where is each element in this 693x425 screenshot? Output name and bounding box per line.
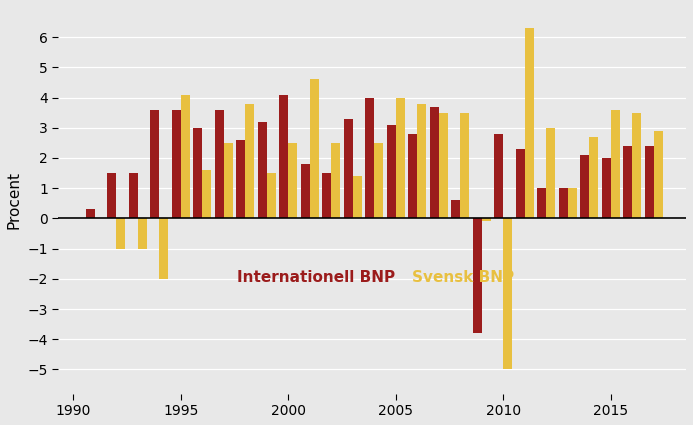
Bar (451, 200, 460, 218)
Bar (322, 173, 331, 218)
Bar (546, 128, 555, 218)
Bar (417, 104, 426, 218)
Bar (568, 188, 577, 218)
Bar (138, 218, 147, 249)
Bar (559, 188, 568, 218)
Bar (439, 113, 448, 218)
Bar (494, 134, 503, 218)
Bar (301, 164, 310, 218)
Bar (279, 94, 288, 218)
Bar (86, 210, 95, 218)
Bar (644, 146, 653, 218)
Bar (288, 143, 297, 218)
Bar (150, 110, 159, 218)
Bar (473, 218, 482, 333)
Bar (516, 149, 525, 218)
Bar (193, 128, 202, 218)
Bar (107, 173, 116, 218)
Bar (482, 218, 491, 221)
Bar (408, 134, 417, 218)
Bar (430, 107, 439, 218)
Bar (460, 113, 469, 218)
Text: Internationell BNP: Internationell BNP (237, 270, 395, 285)
Bar (159, 218, 168, 279)
Bar (215, 110, 224, 218)
Bar (653, 131, 663, 218)
Bar (129, 173, 138, 218)
Bar (365, 98, 374, 218)
Bar (344, 119, 353, 218)
Bar (525, 28, 534, 218)
Bar (374, 143, 383, 218)
Bar (172, 110, 181, 218)
Bar (396, 98, 405, 218)
Bar (181, 94, 190, 218)
Bar (310, 79, 319, 218)
Bar (623, 146, 632, 218)
Bar (245, 104, 254, 218)
Bar (589, 137, 598, 218)
Bar (503, 218, 512, 369)
Bar (331, 143, 340, 218)
Bar (632, 113, 641, 218)
Bar (537, 188, 546, 218)
Text: Svensk BNP: Svensk BNP (412, 270, 514, 285)
Bar (611, 110, 620, 218)
Bar (202, 170, 211, 218)
Bar (267, 173, 276, 218)
Bar (602, 158, 611, 218)
Y-axis label: Procent: Procent (7, 171, 22, 230)
Bar (387, 125, 396, 218)
Bar (116, 218, 125, 249)
Bar (258, 122, 267, 218)
Bar (580, 155, 589, 218)
Bar (224, 143, 233, 218)
Bar (353, 176, 362, 218)
Bar (236, 140, 245, 218)
